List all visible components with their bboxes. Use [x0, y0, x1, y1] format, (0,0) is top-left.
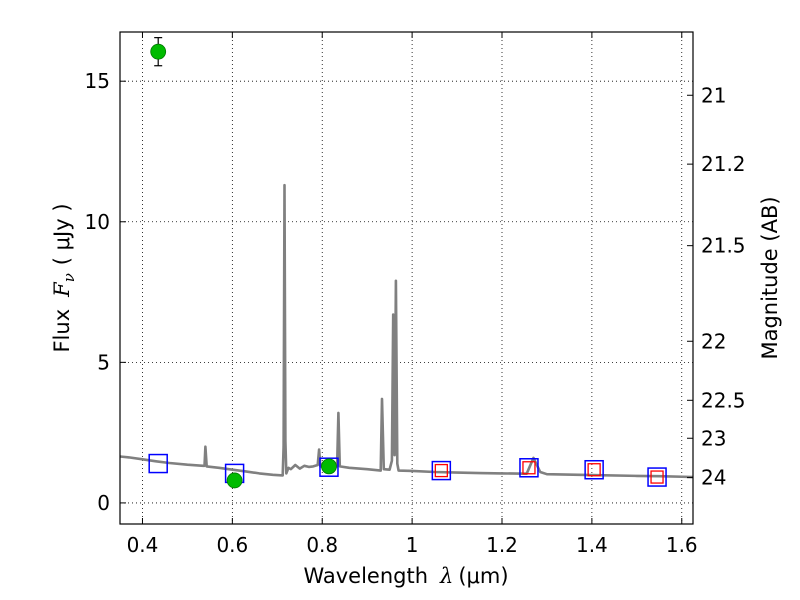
- y2-tick-label: 24: [701, 466, 726, 490]
- x-tick-label: 1.2: [486, 533, 518, 557]
- x-tick-label: 1.4: [576, 533, 608, 557]
- y-tick-label: 15: [85, 69, 110, 93]
- model-box-inner: [522, 461, 536, 475]
- model-box-inner: [434, 463, 448, 478]
- y2-tick-label: 21.5: [701, 234, 746, 258]
- spectrum-line: [119, 183, 694, 479]
- y2-tick-label: 21.2: [701, 152, 746, 176]
- model-box: [319, 457, 339, 477]
- x-tick-label: 1: [406, 533, 419, 557]
- model-boxes: [148, 453, 667, 487]
- axis-ticks: 0.4 0.6 0.8 1 1.2 1.4 1.6 0 5 10 15 21 21.2 21.5 22 22.…: [85, 32, 746, 557]
- model-box: [647, 467, 667, 487]
- y2-tick-label: 23: [701, 426, 726, 450]
- observed-point: [150, 43, 167, 60]
- spectrum-layer: [119, 183, 694, 479]
- observed-points: [150, 37, 337, 489]
- x-axis-label: Wavelength λ (μm): [303, 564, 508, 588]
- observed-point: [321, 458, 337, 475]
- y-tick-label: 5: [97, 350, 110, 374]
- model-box-inner: [587, 463, 601, 477]
- y2-tick-label: 22.5: [701, 388, 746, 412]
- y-tick-label: 10: [85, 210, 110, 234]
- observed-point: [226, 472, 243, 489]
- model-box: [584, 459, 604, 480]
- y-axis-label: FluxFν( μJy ): [50, 203, 78, 352]
- model-box: [519, 458, 539, 478]
- x-tick-label: 0.8: [306, 533, 338, 557]
- y2-axis-label: Magnitude (AB): [758, 196, 782, 359]
- y2-tick-label: 21: [701, 83, 726, 107]
- y-tick-label: 0: [97, 491, 110, 515]
- model-box: [431, 460, 452, 481]
- plot-frame: [119, 31, 694, 525]
- model-box: [148, 453, 168, 474]
- model-box-inner: [650, 470, 664, 484]
- x-tick-label: 0.4: [127, 533, 159, 557]
- x-tick-label: 0.6: [216, 533, 248, 557]
- x-tick-label: 1.6: [666, 533, 698, 557]
- y2-tick-label: 22: [701, 329, 726, 353]
